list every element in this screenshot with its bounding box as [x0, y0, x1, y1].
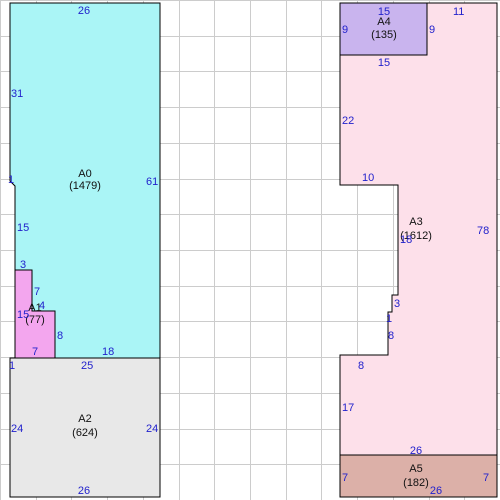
dim-a2-right: 24 — [146, 423, 158, 435]
dim-a3-step-top: 10 — [362, 172, 374, 184]
dim-a0-left-lower: 15 — [17, 222, 29, 234]
area-a2 — [9, 357, 161, 498]
dim-a2-left: 24 — [11, 423, 23, 435]
area-a4-value: (135) — [371, 29, 397, 41]
area-a1-name: A1 — [28, 302, 41, 314]
dim-a1-right-lower: 8 — [57, 330, 63, 342]
dim-a3-inner-lower: 8 — [388, 330, 394, 342]
dim-a4-left: 9 — [342, 24, 348, 36]
area-a4-name: A4 — [377, 16, 390, 28]
area-a3-name: A3 — [409, 216, 422, 228]
dim-a0-left-upper: 31 — [11, 88, 23, 100]
area-a3 — [339, 2, 498, 456]
dim-a1-left: 15 — [17, 309, 29, 321]
dim-a1-step: 4 — [39, 300, 45, 312]
dim-a0-top: 26 — [78, 5, 90, 17]
area-a2-name: A2 — [78, 413, 91, 425]
dim-a3-left-upper: 22 — [342, 115, 354, 127]
dim-a0-right: 61 — [146, 176, 158, 188]
dim-a4-top: 15 — [378, 6, 390, 18]
dim-a3-top-right: 11 — [453, 6, 464, 18]
dim-a4-right: 9 — [429, 24, 435, 36]
area-a0-name: A0 — [78, 168, 91, 180]
dim-a0-bottom-mid: 25 — [81, 360, 93, 372]
dim-a0-notch: 1 — [8, 174, 14, 186]
dim-a4-bottom: 15 — [378, 57, 390, 69]
dim-a5-top: 26 — [410, 445, 422, 457]
dim-a1-right-upper: 7 — [34, 286, 40, 298]
dim-a0-bottom-notch: 1 — [9, 360, 15, 372]
area-a1-value: (77) — [25, 314, 45, 326]
area-a4 — [339, 2, 428, 56]
dim-a5-left: 7 — [342, 472, 348, 484]
dim-a3-inner-mid: 18 — [400, 234, 412, 246]
dim-a3-left-lower: 17 — [342, 402, 354, 414]
dim-a3-inner-one: 1 — [386, 313, 392, 325]
dim-a5-bottom: 26 — [430, 485, 442, 497]
area-a3-value: (1612) — [400, 230, 432, 242]
dim-a5-right: 7 — [483, 472, 489, 484]
area-a2-value: (624) — [72, 427, 98, 439]
area-a0-value: (1479) — [69, 180, 101, 192]
dim-a1-top: 3 — [20, 259, 26, 271]
area-a5-name: A5 — [409, 463, 422, 475]
dim-a3-inner-small: 3 — [394, 298, 400, 310]
area-a5 — [339, 454, 498, 498]
dim-a3-right: 78 — [477, 225, 489, 237]
dim-a1-bottom: 7 — [32, 346, 38, 358]
dim-a0-bottom-right: 18 — [102, 346, 114, 358]
area-a5-value: (182) — [403, 477, 429, 489]
dim-a2-bottom: 26 — [78, 485, 90, 497]
dim-a3-step-bottom: 8 — [358, 360, 364, 372]
